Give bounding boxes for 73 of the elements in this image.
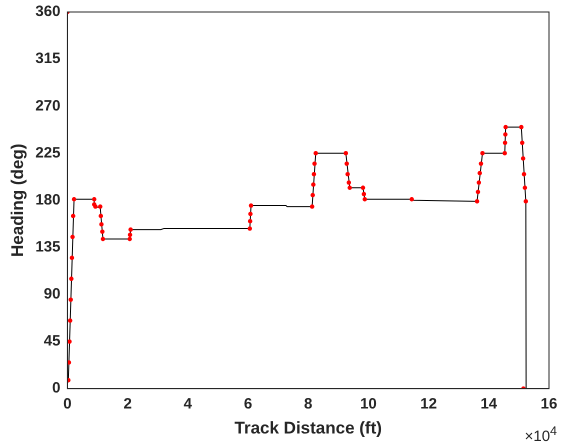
x-tick-label: 2 (123, 396, 132, 413)
point (344, 151, 348, 156)
x-tick-label: 4 (184, 396, 193, 413)
point (100, 236, 106, 242)
point (503, 132, 508, 137)
point (70, 214, 76, 218)
point (128, 236, 132, 242)
point (520, 140, 524, 145)
x-axis-title: Track Distance (ft) (234, 418, 382, 438)
x-tick-label: 8 (304, 396, 312, 413)
x-tick-label: 12 (420, 396, 437, 413)
point (520, 156, 526, 161)
point (70, 256, 74, 260)
text: ×10$^{4}$ (524, 424, 557, 445)
point (248, 203, 254, 208)
y-tick-label: 45 (44, 332, 60, 350)
point (346, 180, 352, 185)
point (312, 172, 316, 176)
point (480, 151, 485, 156)
point (502, 151, 507, 156)
x-tick-label: 10 (360, 396, 377, 413)
y-tick-label: 225 (35, 144, 60, 162)
point (98, 214, 104, 218)
point (92, 197, 96, 202)
point (362, 192, 366, 196)
point (362, 197, 367, 202)
point (248, 226, 252, 231)
y-tick-label: 90 (44, 286, 60, 303)
point (345, 172, 350, 176)
point (70, 234, 75, 240)
y-tick-label: 135 (35, 238, 60, 256)
point (98, 204, 102, 209)
point (311, 182, 316, 187)
point (314, 151, 318, 156)
point (478, 161, 484, 166)
point (348, 186, 352, 190)
point (310, 204, 314, 209)
y-tick-label: 360 (35, 3, 60, 20)
point (522, 172, 526, 176)
y-tick-label: 315 (35, 50, 60, 68)
point (360, 186, 366, 190)
point (67, 339, 72, 344)
x-tick-label: 16 (540, 396, 558, 413)
point (248, 212, 253, 216)
point (100, 229, 105, 234)
point (128, 232, 132, 238)
point (519, 124, 524, 130)
x-tick-label: 0 (63, 396, 72, 413)
point (524, 199, 528, 204)
point (503, 124, 508, 130)
point (476, 190, 480, 194)
point (344, 161, 349, 166)
point (72, 197, 76, 202)
point (310, 192, 315, 198)
point (248, 219, 252, 224)
y-axis-title: Heading (deg) (8, 144, 27, 257)
point (69, 276, 74, 281)
y-tick-label: 180 (35, 191, 60, 208)
point (522, 186, 528, 190)
point (476, 180, 482, 185)
point (502, 140, 508, 145)
x-tick-label: 6 (244, 396, 252, 413)
point (68, 318, 72, 323)
x-tick-label: 14 (480, 396, 498, 413)
point (312, 161, 317, 166)
point (410, 197, 414, 202)
point (68, 297, 73, 302)
point (99, 222, 104, 227)
y-tick-label: 270 (35, 97, 60, 114)
y-tick-label: 0 (52, 380, 60, 397)
point (474, 199, 480, 204)
point (128, 227, 133, 232)
point (478, 170, 482, 176)
